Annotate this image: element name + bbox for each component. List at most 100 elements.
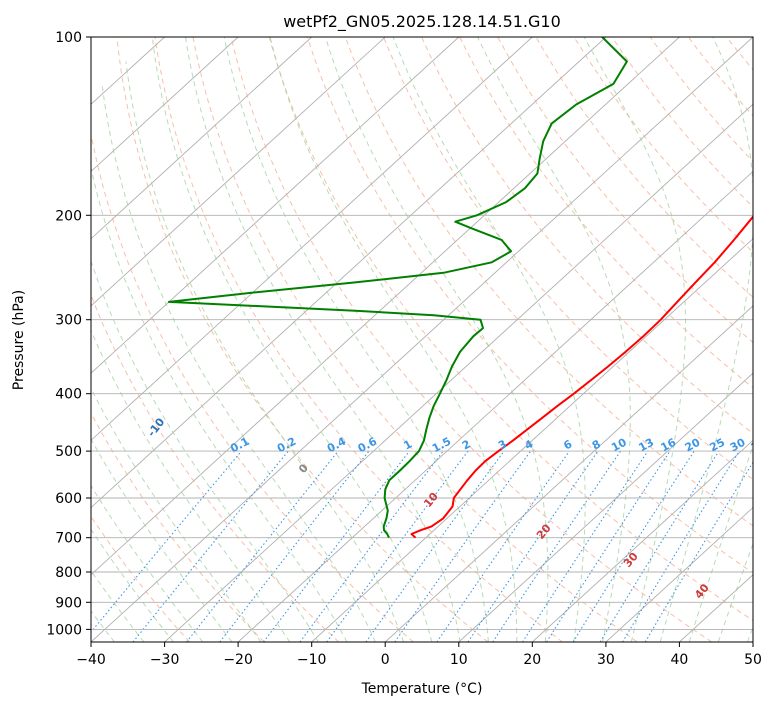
moist-adiabat-line xyxy=(91,570,145,642)
isotherm-line xyxy=(91,37,460,374)
mixing-ratio-label: 0.1 xyxy=(228,435,251,456)
isotherm-line xyxy=(91,37,607,509)
mixing-ratio-line xyxy=(572,450,695,642)
isotherm-line xyxy=(91,37,533,441)
isotherm-line xyxy=(531,439,753,642)
y-axis-label: Pressure (hPa) xyxy=(11,290,27,390)
mixing-ratio-line xyxy=(492,450,622,642)
moist-adiabat-line xyxy=(91,438,233,642)
mixing-ratio-label: 10 xyxy=(609,436,629,455)
isotherm-line xyxy=(458,372,753,642)
mixing-ratio-label: 25 xyxy=(707,436,727,455)
mixing-ratio-label: 2 xyxy=(460,437,473,452)
mixing-ratio-line xyxy=(263,450,410,642)
dry-adiabat-line xyxy=(726,37,753,71)
x-tick-label: 0 xyxy=(381,652,390,668)
isobar-lines xyxy=(91,37,753,630)
y-tick-label: 400 xyxy=(55,387,82,403)
x-tick-label: 20 xyxy=(523,652,541,668)
mixing-ratio-line xyxy=(365,450,505,642)
chart-title: wetPf2_GN05.2025.128.14.51.G10 xyxy=(283,12,561,32)
moist-adiabat-label: 10 xyxy=(421,490,441,510)
dry-adiabat-line xyxy=(192,37,638,642)
mixing-ratio-label: 1.5 xyxy=(430,435,453,456)
x-tick-label: −20 xyxy=(223,652,253,668)
dry-adiabat-line xyxy=(230,37,713,642)
mixing-ratio-line xyxy=(546,450,671,642)
moist-adiabat-label: 30 xyxy=(621,550,641,570)
moist-adiabat-line xyxy=(688,444,753,642)
y-tick-label: 500 xyxy=(55,444,82,460)
y-axis-ticks: 100 200 300 400 500 600 700 800 900 1000 xyxy=(46,30,91,638)
dewpoint-trace xyxy=(167,37,628,539)
y-tick-label: 900 xyxy=(55,595,82,611)
moist-adiabat-line xyxy=(151,37,433,642)
y-tick-label: 700 xyxy=(55,531,82,547)
mixing-ratio-line xyxy=(394,450,532,642)
dry-adiabat-line xyxy=(535,37,753,298)
x-axis-label: Temperature (°C) xyxy=(361,681,483,697)
moist-adiabat-line xyxy=(659,37,753,642)
moist-adiabat-line xyxy=(477,37,631,642)
dry-adiabat-line xyxy=(91,131,414,642)
dry-adiabat-line xyxy=(344,37,753,527)
mixing-ratio-lines xyxy=(91,450,753,642)
mixing-ratio-label: 20 xyxy=(683,436,703,455)
dry-adiabat-line xyxy=(383,37,753,481)
dry-adiabat-line xyxy=(611,37,753,208)
dry-adiabat-line xyxy=(116,37,489,642)
dry-adiabat-line xyxy=(154,37,563,642)
dry-adiabat-line xyxy=(497,37,753,344)
mixing-ratio-label: 30 xyxy=(728,436,748,455)
isotherm-line xyxy=(91,37,239,173)
mixing-ratio-label: 1 xyxy=(401,437,414,452)
isotherm-line xyxy=(164,103,753,642)
isotherm-line xyxy=(311,238,753,642)
dry-adiabat-line xyxy=(649,37,753,163)
moist-adiabat-line xyxy=(583,37,686,642)
moist-adiabat-line xyxy=(91,528,174,642)
moist-adiabat-line xyxy=(125,61,405,642)
mixing-ratio-line xyxy=(219,450,370,642)
x-tick-label: 10 xyxy=(450,652,468,668)
y-tick-label: 200 xyxy=(55,208,82,224)
isotherm-lines xyxy=(91,37,753,642)
mixing-ratio-label: 16 xyxy=(659,436,679,455)
mixing-ratio-line xyxy=(467,450,599,642)
dry-adiabat-line xyxy=(91,515,191,642)
mixing-ratio-line xyxy=(91,450,242,633)
mixing-ratio-line xyxy=(326,450,469,642)
moist-adiabat-line xyxy=(91,165,348,642)
mixing-ratio-line xyxy=(622,450,740,642)
y-tick-label: 1000 xyxy=(46,622,82,638)
moist-adiabat-label: 40 xyxy=(692,581,712,601)
dry-adiabat-line xyxy=(765,37,775,642)
isotherm-line xyxy=(237,170,753,642)
x-axis-ticks: −40 −30 −20 −10 0 10 20 30 40 50 xyxy=(76,642,762,668)
mixing-ratio-line xyxy=(644,461,753,642)
dry-adiabat-lines xyxy=(91,37,775,642)
mixing-ratio-line xyxy=(132,450,289,642)
mixing-ratio-line xyxy=(599,450,720,642)
y-tick-label: 800 xyxy=(55,565,82,581)
mixing-ratio-label: 36 xyxy=(749,436,769,455)
line-labels: 0.10.20.40.611.52346810131620253036-100-… xyxy=(145,415,769,601)
moist-adiabat-line xyxy=(747,625,753,642)
moist-adiabat-line xyxy=(91,259,319,642)
x-tick-label: 40 xyxy=(670,652,688,668)
mixing-ratio-label: 6 xyxy=(561,437,574,452)
dry-adiabat-line xyxy=(91,293,340,642)
moist-adiabat-line xyxy=(91,387,262,642)
dry-adiabat-line xyxy=(687,37,753,117)
dry-adiabat-line xyxy=(268,37,753,622)
mixing-ratio-line xyxy=(436,450,570,642)
plot-frame xyxy=(90,36,754,643)
moist-adiabat-line xyxy=(269,37,518,642)
x-tick-label: −40 xyxy=(76,652,106,668)
moist-adiabat-line xyxy=(324,37,549,642)
mixing-ratio-line xyxy=(186,450,339,642)
x-tick-label: 30 xyxy=(597,652,615,668)
x-tick-label: −10 xyxy=(297,652,327,668)
moist-adiabat-line xyxy=(185,37,461,642)
